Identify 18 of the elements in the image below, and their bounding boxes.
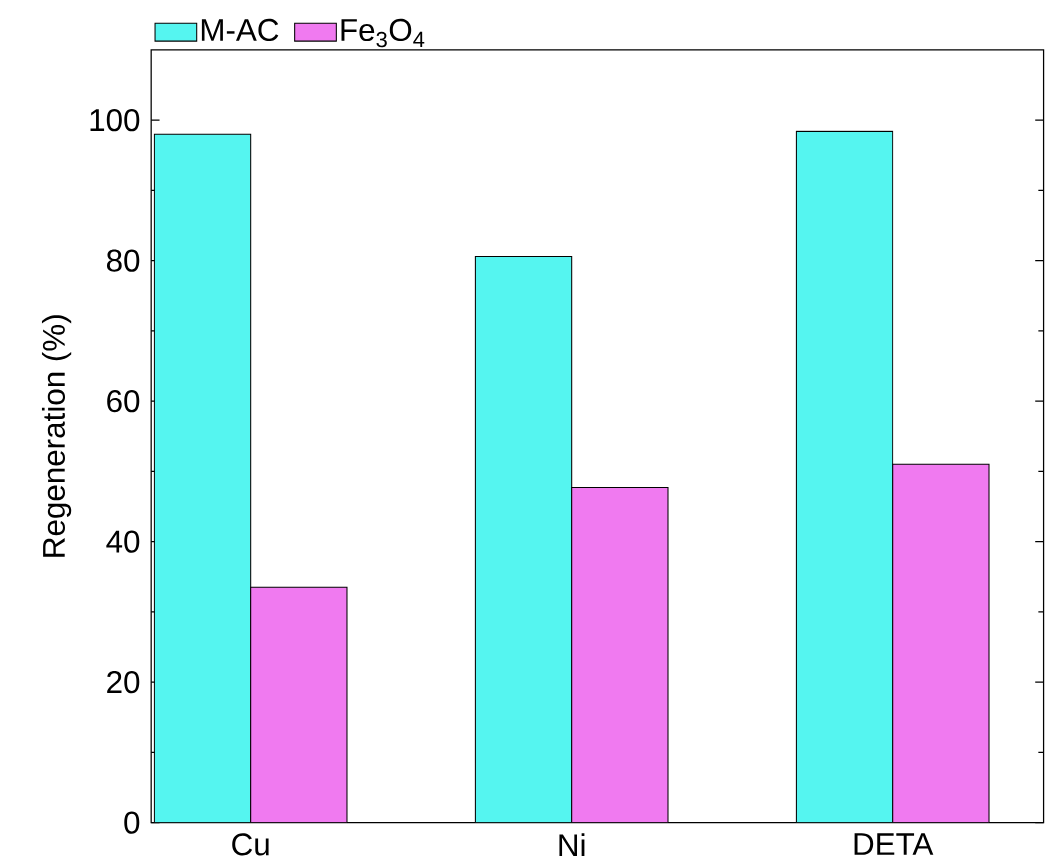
x-tick-label: DETA xyxy=(854,833,934,855)
bar xyxy=(153,133,252,823)
legend-label: Fe$_{3}$O$_{4}$ xyxy=(341,18,425,48)
y-tick-label: 20 xyxy=(107,670,140,693)
y-tick-label: 80 xyxy=(106,249,140,272)
y-tick-label: 100 xyxy=(90,108,140,132)
legend-label: M-AC xyxy=(201,18,279,41)
bar xyxy=(795,130,894,823)
y-tick-label: 60 xyxy=(107,389,140,412)
bar xyxy=(250,586,348,823)
x-tick-label: Ni xyxy=(559,833,585,856)
y-axis-title: Regeneration (%) xyxy=(41,315,72,557)
bar xyxy=(474,255,573,823)
bar xyxy=(892,463,990,823)
y-tick-label: 40 xyxy=(106,530,140,553)
x-tick-label: Cu xyxy=(232,833,269,856)
y-tick-label: 0 xyxy=(124,811,140,834)
bar xyxy=(571,486,669,823)
